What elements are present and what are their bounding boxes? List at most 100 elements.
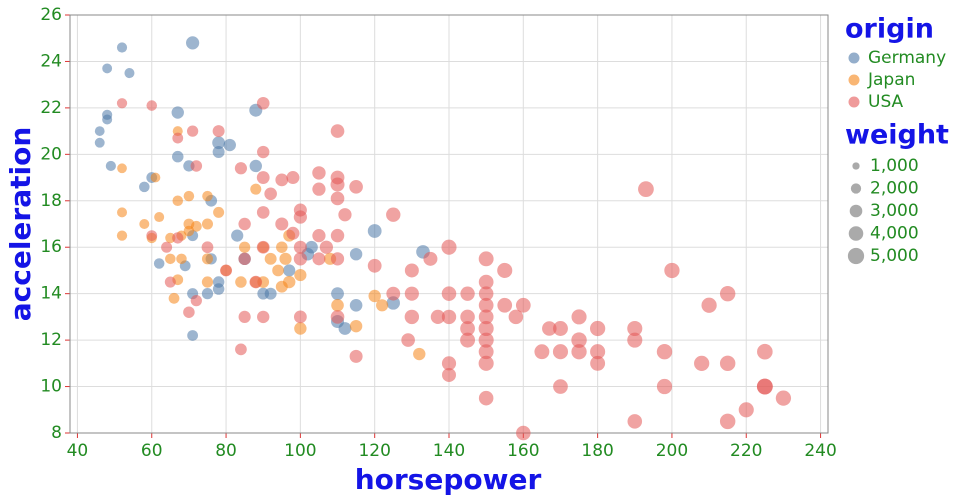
point [319,240,333,254]
size-legend-label: 2,000 [870,179,919,199]
y-tick-label: 24 [40,51,62,71]
point [202,190,213,202]
point [186,125,199,137]
point [272,264,284,277]
point [283,275,296,289]
point [656,344,673,360]
point [186,36,200,50]
point [478,344,494,360]
y-tick-label: 14 [40,284,62,304]
point [164,276,176,288]
point [330,124,345,138]
point [105,160,116,172]
point [220,264,233,277]
point [571,344,587,360]
size-legend-swatch [849,204,863,218]
point [516,425,531,441]
point [478,320,494,337]
point [515,297,531,313]
x-tick-label: 140 [433,441,465,461]
point [349,349,363,363]
point [161,241,173,253]
point [719,355,736,372]
point [305,240,318,254]
point [368,289,381,303]
point [738,402,754,418]
point [386,286,401,301]
point [386,207,401,222]
point [542,321,557,336]
x-tick-label: 160 [507,441,539,461]
point [286,226,300,240]
point [116,98,128,109]
x-tick-label: 180 [581,441,613,461]
point [256,96,270,110]
size-legend-title: weight [845,120,949,151]
point [293,310,307,324]
y-tick-label: 20 [40,144,62,164]
point [775,390,792,406]
point [423,251,438,266]
point [183,306,195,318]
plot-frame [69,14,829,434]
point [330,177,345,192]
point [275,217,289,231]
point [235,343,247,356]
point [404,263,419,278]
point [153,258,165,269]
y-tick-label: 10 [40,377,62,397]
point [238,310,251,323]
point [172,150,184,163]
point [183,225,195,237]
y-tick-label: 26 [40,5,62,25]
point [571,332,587,348]
point [172,132,184,144]
point [212,283,225,295]
point [460,286,475,301]
point [165,253,176,265]
point [552,344,569,360]
point [102,109,113,120]
point [172,232,184,244]
point [478,251,494,267]
point [590,344,606,360]
point [116,230,128,241]
point [150,172,161,183]
point [627,320,643,337]
point [212,146,225,158]
point [349,319,363,333]
legend-label: Germany [868,48,946,68]
point [279,252,292,265]
x-tick-label: 100 [284,441,316,461]
point [94,137,105,148]
legend-swatch [848,96,860,108]
point [312,252,326,266]
point [250,183,262,195]
point [401,333,415,347]
point [478,390,494,406]
point [249,159,262,173]
point [139,218,150,230]
x-tick-label: 60 [141,441,163,461]
size-legend-label: 4,000 [870,224,919,244]
point [589,320,606,337]
point [264,252,277,265]
point [330,310,345,324]
point [338,322,352,335]
point [757,343,773,360]
point [294,269,307,282]
point [146,100,158,111]
point [338,208,352,222]
point [223,138,236,152]
point [154,212,165,223]
x-tick-label: 240 [804,441,836,461]
point [117,163,127,174]
point [571,309,587,325]
point [627,332,643,348]
legend-label: USA [868,92,904,112]
point [367,258,382,273]
point [94,126,105,136]
points [94,36,792,441]
point [102,63,113,74]
